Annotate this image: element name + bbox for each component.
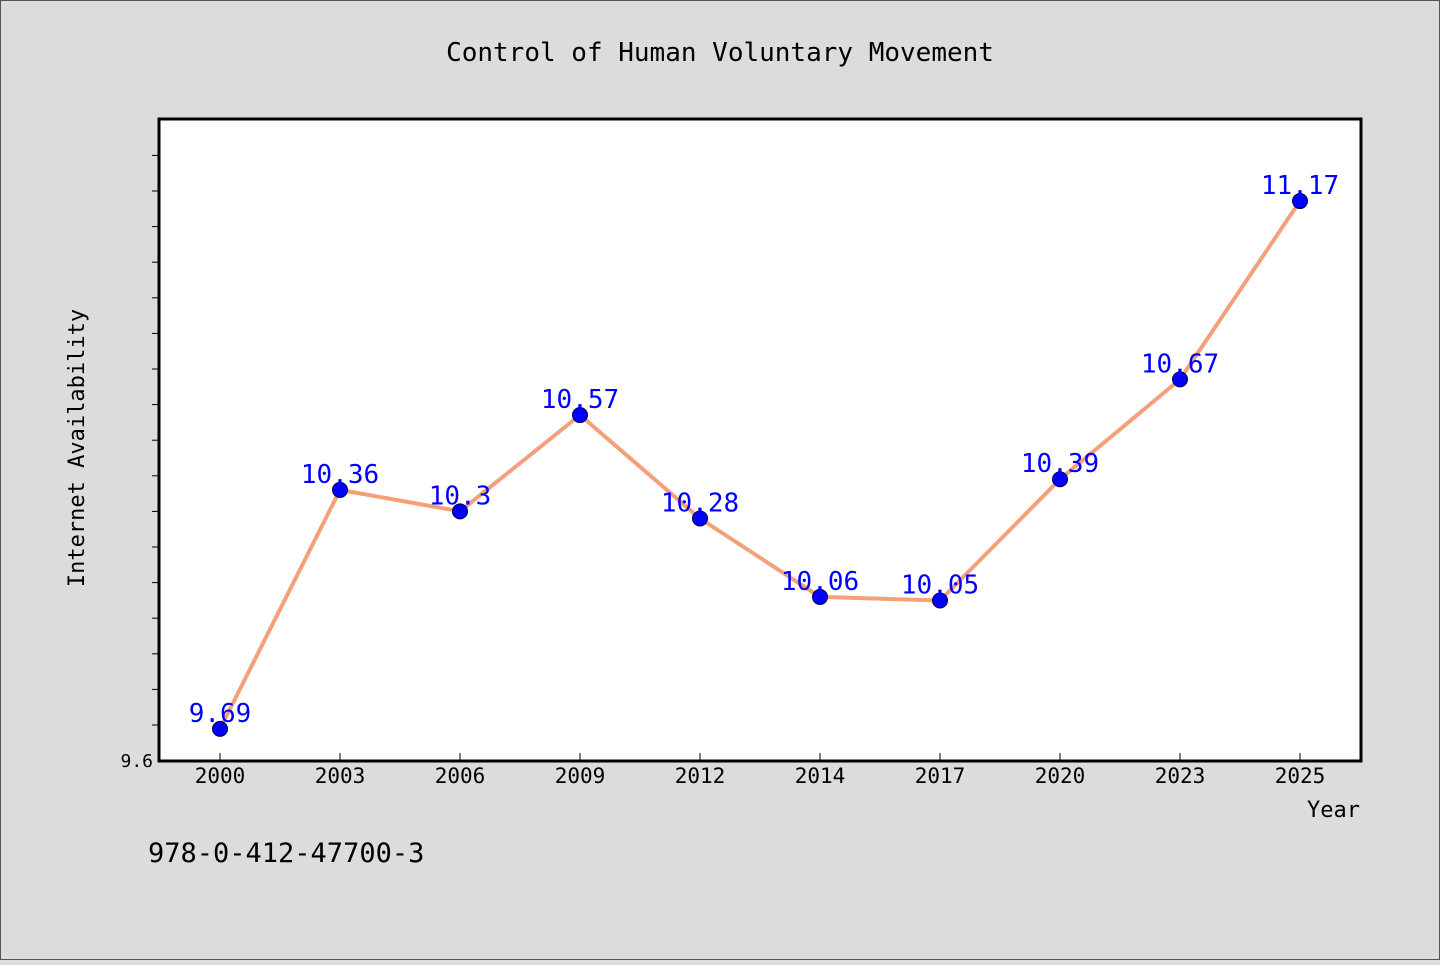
x-tick-label: 2009	[555, 764, 606, 788]
data-point	[932, 592, 948, 609]
y-axis-label: Internet Availability	[65, 309, 90, 587]
x-tick-label: 2025	[1275, 764, 1326, 788]
series-layer	[212, 193, 1308, 737]
data-label: 11.17	[1261, 171, 1339, 201]
data-label: 10.06	[781, 567, 859, 597]
data-label: 10.39	[1021, 449, 1099, 479]
x-tick-label: 2020	[1035, 764, 1086, 788]
x-tick-label: 2006	[435, 764, 486, 788]
data-label: 10.05	[901, 571, 979, 601]
x-axis-ticks	[219, 753, 1301, 761]
data-point	[572, 407, 588, 424]
y-tick-label: 9.6	[120, 751, 153, 772]
data-label: 10.67	[1141, 349, 1219, 379]
data-point	[692, 510, 708, 527]
data-point	[1172, 371, 1188, 388]
x-tick-label: 2017	[915, 764, 966, 788]
data-point	[332, 481, 348, 498]
y-axis-ticks	[152, 154, 159, 726]
x-tick-label: 2012	[675, 764, 726, 788]
x-tick-label: 2023	[1155, 764, 1206, 788]
data-label: 10.3	[429, 481, 492, 511]
data-point	[812, 588, 828, 605]
chart-title: Control of Human Voluntary Movement	[446, 38, 994, 68]
data-labels: 9.69 10.36 10.3 10.57 10.28 10.06 10.05 10.39 10…	[189, 171, 1339, 729]
data-label: 10.36	[301, 460, 379, 490]
data-label: 9.69	[189, 699, 252, 729]
x-axis-tick-labels: 2000 2003 2006 2009 2012 2014 2017 2020 2023 2025	[195, 764, 1326, 788]
x-axis-label: Year	[1307, 798, 1360, 823]
data-label: 10.57	[541, 385, 619, 415]
series-line	[218, 199, 1302, 730]
data-label: 10.28	[661, 488, 739, 518]
x-tick-label: 2000	[195, 764, 246, 788]
data-point	[1052, 471, 1068, 488]
isbn-text: 978-0-412-47700-3	[148, 838, 424, 869]
plot-area	[157, 117, 1363, 763]
x-tick-label: 2003	[315, 764, 366, 788]
x-tick-label: 2014	[795, 764, 846, 788]
data-point	[1292, 193, 1308, 210]
data-point	[452, 503, 468, 520]
data-point	[212, 720, 228, 737]
